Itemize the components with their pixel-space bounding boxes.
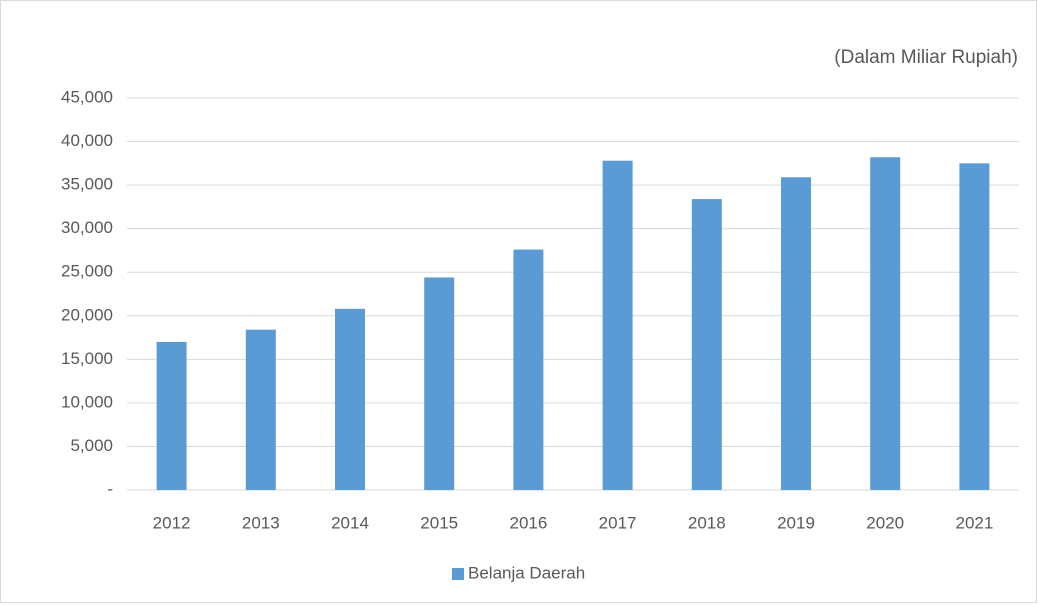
y-tick-label: - [107, 479, 113, 498]
bar [335, 308, 365, 490]
x-tick-label: 2015 [420, 513, 458, 532]
y-tick-label: 30,000 [61, 218, 113, 237]
y-tick-label: 40,000 [61, 131, 113, 150]
x-tick-label: 2021 [955, 513, 993, 532]
x-tick-label: 2013 [242, 513, 280, 532]
x-tick-label: 2017 [599, 513, 637, 532]
bar [691, 199, 722, 490]
bar [156, 341, 187, 490]
y-tick-label: 10,000 [61, 392, 113, 411]
x-tick-label: 2020 [866, 513, 904, 532]
x-tick-label: 2014 [331, 513, 369, 532]
bar [245, 329, 276, 490]
x-tick-label: 2018 [688, 513, 726, 532]
bar [781, 177, 811, 490]
legend-swatch [452, 568, 464, 580]
legend-label: Belanja Daerah [468, 563, 585, 582]
bar [959, 163, 990, 491]
x-tick-label: 2016 [509, 513, 547, 532]
y-tick-label: 15,000 [61, 349, 113, 368]
bar [870, 157, 901, 491]
y-tick-label: 5,000 [70, 436, 113, 455]
bar [424, 277, 455, 490]
y-tick-label: 45,000 [61, 87, 113, 106]
y-tick-label: 25,000 [61, 262, 113, 281]
y-tick-label: 20,000 [61, 305, 113, 324]
unit-annotation: (Dalam Miliar Rupiah) [834, 47, 1018, 68]
bar [513, 249, 544, 490]
x-tick-label: 2019 [777, 513, 815, 532]
x-tick-label: 2012 [153, 513, 191, 532]
y-tick-label: 35,000 [61, 175, 113, 194]
bar [602, 160, 633, 490]
